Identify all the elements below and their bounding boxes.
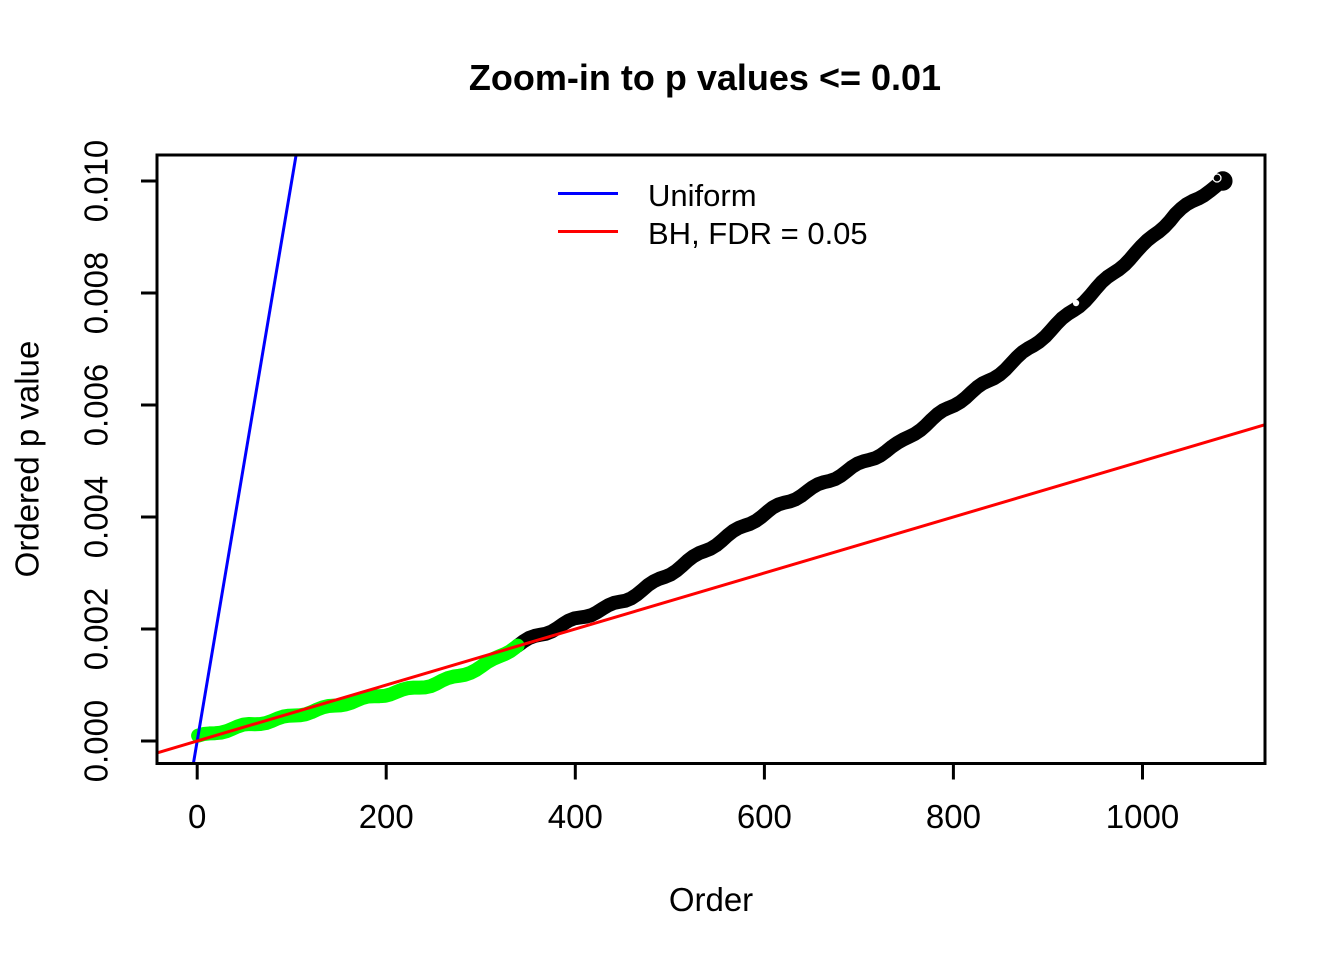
- legend-label-bh: BH, FDR = 0.05: [648, 216, 868, 251]
- y-tick-label: 0.002: [77, 587, 115, 671]
- plot-frame: [155, 153, 1267, 765]
- y-tick-label: 0.000: [77, 699, 115, 783]
- y-axis-title: Ordered p value: [8, 340, 46, 578]
- legend-line-bh: [558, 229, 618, 233]
- y-tick-label: 0.010: [77, 139, 115, 223]
- legend-line-uniform: [558, 191, 618, 195]
- x-tick-label: 600: [736, 798, 792, 835]
- x-tick-label: 200: [358, 798, 414, 835]
- uniform-line: [191, 154, 298, 764]
- x-tick-label: 800: [925, 798, 981, 835]
- x-axis-title: Order: [668, 881, 754, 918]
- bh-line: [156, 423, 1266, 755]
- legend-label-uniform: Uniform: [648, 178, 757, 213]
- endpoint-circle-highlight: [1212, 173, 1222, 183]
- x-tick-label: 1000: [1105, 798, 1180, 835]
- y-tick-label: 0.008: [77, 251, 115, 335]
- y-tick-label: 0.006: [77, 363, 115, 447]
- not-significant-points: [510, 173, 1230, 653]
- chart-title: Zoom-in to p values <= 0.01: [468, 57, 942, 98]
- band-gap-notch: [1072, 299, 1080, 307]
- x-tick-label: 0: [187, 798, 207, 835]
- x-tick-label: 400: [547, 798, 603, 835]
- y-tick-label: 0.004: [77, 475, 115, 559]
